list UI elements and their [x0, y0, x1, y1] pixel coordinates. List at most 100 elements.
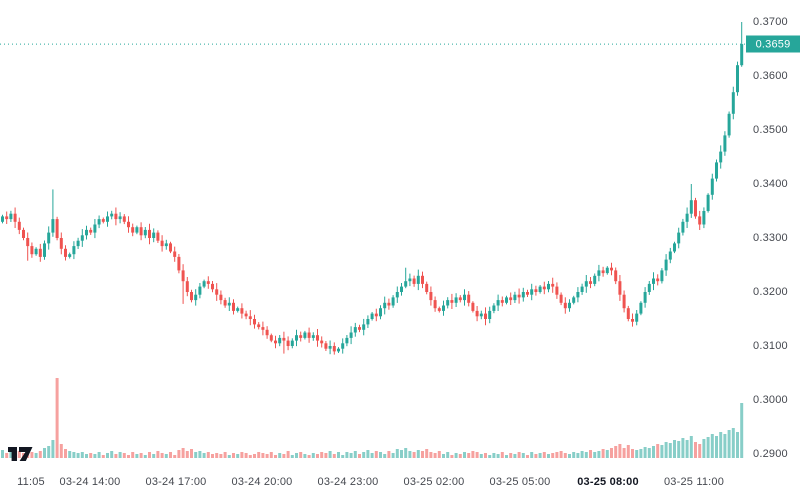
- candle-body: [177, 256, 181, 271]
- candle-body: [542, 286, 546, 290]
- candle-body: [358, 327, 361, 330]
- candle-body: [26, 238, 30, 247]
- candle-body: [597, 270, 601, 276]
- volume-bar: [496, 454, 500, 458]
- candle-body: [93, 224, 97, 233]
- candle-body: [38, 248, 42, 257]
- candle-body: [614, 270, 618, 282]
- tradingview-logo[interactable]: [6, 443, 40, 463]
- candle-body: [475, 310, 479, 317]
- candle-body: [505, 297, 508, 303]
- candle-body: [429, 292, 433, 301]
- volume-bar: [122, 453, 126, 458]
- price-axis-label: 0.3100: [753, 340, 788, 352]
- volume-bar: [463, 452, 466, 458]
- candle-body: [80, 235, 84, 241]
- volume-bar: [723, 434, 727, 458]
- volume-bar: [454, 453, 458, 458]
- candle-body: [572, 297, 576, 303]
- volume-bar: [320, 452, 324, 458]
- volume-bar: [702, 439, 706, 458]
- candle-body: [521, 292, 525, 298]
- volume-bar: [177, 450, 181, 458]
- volume-bar: [286, 451, 290, 458]
- volume-bar: [614, 446, 618, 458]
- candle-body: [324, 343, 328, 349]
- candle-body: [689, 200, 693, 214]
- volume-bar: [727, 430, 731, 458]
- volume-bar: [55, 378, 59, 458]
- volume-bar: [215, 453, 219, 458]
- price-axis-label: 0.3200: [753, 286, 788, 298]
- time-axis-label: 03-24 20:00: [231, 476, 293, 488]
- volume-bar: [488, 455, 492, 458]
- candle-body: [635, 313, 639, 322]
- volume-bar: [244, 453, 248, 458]
- volume-bar: [248, 455, 252, 458]
- volume-bar: [299, 452, 303, 458]
- tradingview-logo-icon: [8, 447, 33, 461]
- candle-body: [274, 340, 277, 344]
- candle-body: [278, 337, 282, 344]
- volume-bar: [110, 451, 114, 458]
- time-axis-label: 03-24 17:00: [145, 476, 207, 488]
- volume-bar: [85, 454, 88, 458]
- candle-body: [379, 308, 382, 317]
- candle-body: [685, 213, 689, 222]
- volume-bar: [362, 452, 366, 458]
- candle-body: [303, 332, 307, 338]
- volume-bar: [576, 453, 580, 458]
- volume-bar: [505, 455, 508, 458]
- candle-body: [68, 254, 72, 257]
- volume-bar: [643, 447, 647, 458]
- volume-bar: [484, 453, 487, 458]
- candle-body: [517, 294, 521, 298]
- candle-body: [383, 302, 387, 309]
- candle-body: [664, 259, 668, 271]
- volume-bar: [530, 452, 534, 458]
- volume-bar: [274, 455, 277, 458]
- candle-body: [290, 340, 294, 346]
- volume-bar: [450, 455, 454, 458]
- volume-bar: [421, 451, 424, 458]
- candle-body: [353, 327, 357, 333]
- candle-body: [265, 329, 269, 336]
- candle-body: [437, 308, 441, 311]
- volume-bar: [118, 452, 122, 458]
- candle-body: [395, 292, 399, 298]
- volume-bar: [740, 403, 744, 458]
- candle-body: [316, 335, 319, 341]
- price-axis[interactable]: 0.3659 0.3700 0.3600 0.3500 0.3400 0.3300 0.3…: [746, 0, 800, 466]
- volume-bar: [416, 450, 420, 458]
- candle-body: [362, 324, 366, 330]
- candle-body: [232, 302, 235, 311]
- volume-bar: [181, 448, 185, 458]
- time-axis[interactable]: 11:05 03-24 14:00 03-24 17:00 03-24 20:00 03…: [0, 466, 800, 500]
- candle-body: [631, 319, 634, 322]
- volume-bar: [626, 445, 630, 458]
- time-axis-label: 11:05: [17, 476, 45, 488]
- volume-bar: [59, 444, 63, 458]
- candle-body: [1, 216, 4, 222]
- candle-body: [374, 313, 378, 317]
- volume-bar: [198, 451, 202, 458]
- candle-body: [568, 302, 571, 309]
- candle-body: [647, 283, 651, 292]
- volume-bar: [160, 453, 164, 458]
- volume-bar: [631, 449, 634, 458]
- volume-bar: [148, 452, 151, 458]
- candle-body: [710, 178, 714, 195]
- volume-bar: [64, 449, 67, 458]
- candle-body: [89, 229, 93, 233]
- volume-bar: [169, 452, 172, 458]
- volume-bar: [139, 453, 143, 458]
- candle-body: [194, 294, 198, 301]
- volume-bar: [173, 455, 177, 458]
- volume-bar: [257, 452, 261, 458]
- candle-body: [366, 319, 370, 325]
- volume-bar: [689, 436, 693, 458]
- volume-bar: [547, 454, 550, 458]
- price-chart-plot[interactable]: [0, 0, 800, 466]
- candle-body: [135, 227, 139, 233]
- volume-bar: [374, 451, 378, 458]
